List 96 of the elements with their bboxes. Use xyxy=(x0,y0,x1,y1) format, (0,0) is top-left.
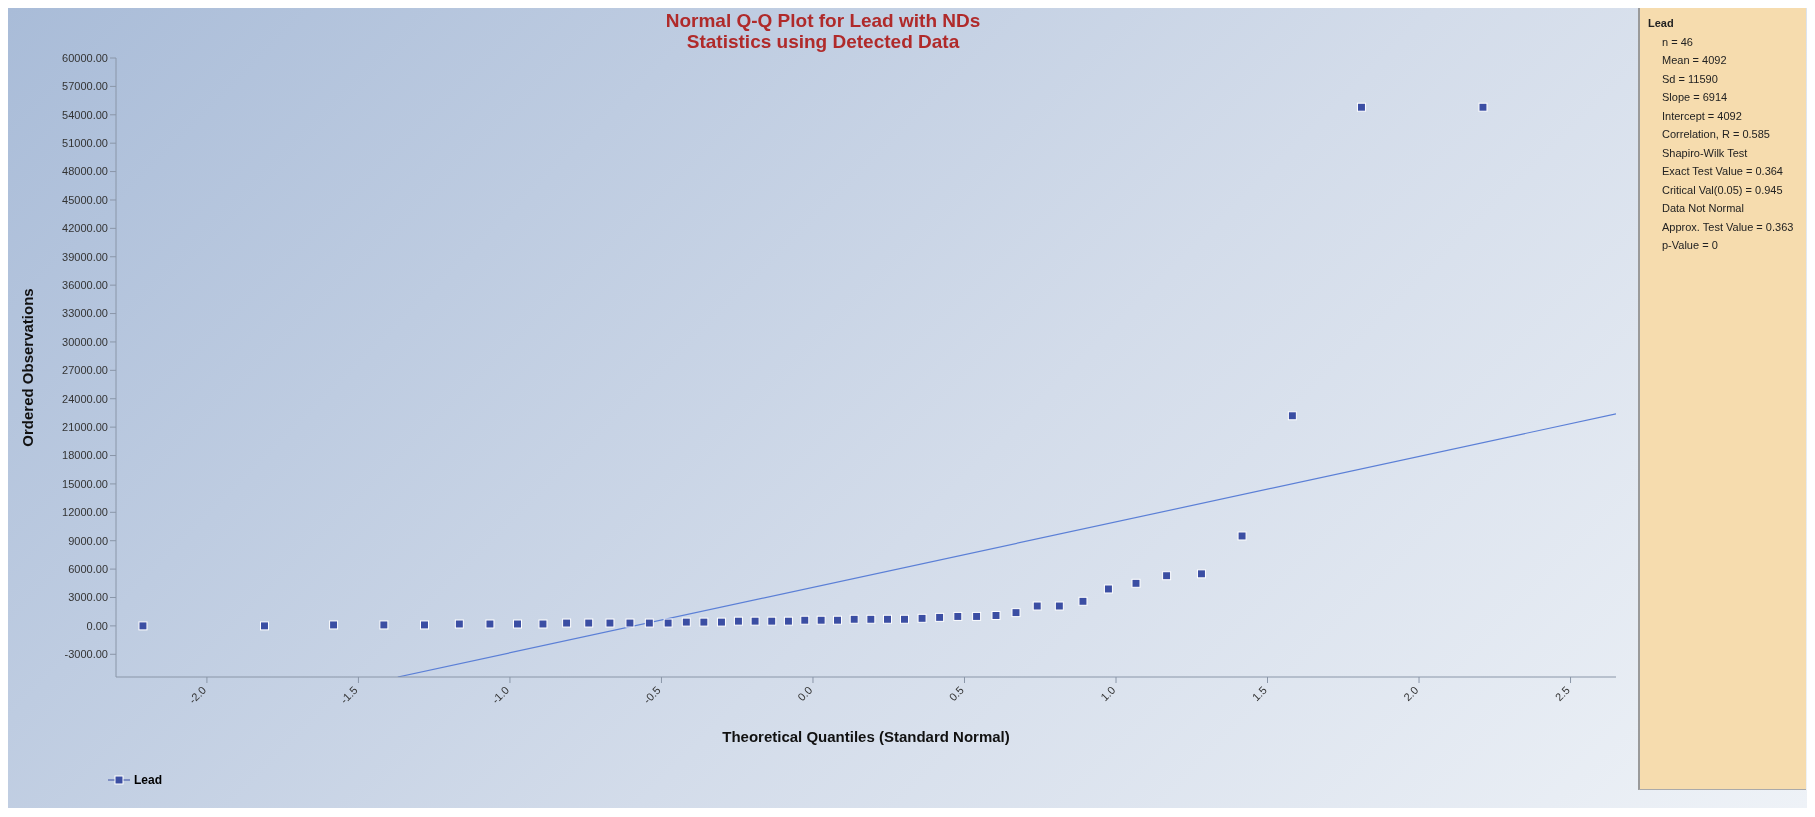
y-tick-label: -3000.00 xyxy=(64,648,108,661)
point xyxy=(866,614,876,624)
point xyxy=(1103,584,1113,594)
y-tick-label: 39000.00 xyxy=(62,250,108,263)
point xyxy=(625,618,635,628)
y-tick-label: 15000.00 xyxy=(62,477,108,490)
text: Exact Test Value = 0.364 xyxy=(1661,164,1784,179)
point xyxy=(833,615,843,625)
point xyxy=(259,621,269,631)
point xyxy=(379,620,389,630)
y-tick-label: 18000.00 xyxy=(62,449,108,462)
y-tick-label: 57000.00 xyxy=(62,80,108,93)
point xyxy=(816,615,826,625)
point xyxy=(1011,608,1021,618)
text: Shapiro-Wilk Test xyxy=(1661,145,1749,161)
y-tick-label: 48000.00 xyxy=(62,165,108,178)
y-tick-label: 33000.00 xyxy=(62,307,108,320)
point xyxy=(849,614,859,624)
x-tick-label: -0.5 xyxy=(640,683,663,706)
x-tick-label: -1.0 xyxy=(489,683,512,706)
text: Lead xyxy=(1647,16,1675,31)
y-tick-label: 27000.00 xyxy=(62,364,108,377)
text: Intercept = 4092 xyxy=(1661,108,1743,124)
point xyxy=(454,619,464,629)
text: Correlation, R = 0.585 xyxy=(1661,127,1771,142)
text: p-Value = 0 xyxy=(1661,238,1719,253)
text: Approx. Test Value = 0.363 xyxy=(1661,219,1795,235)
y-tick-label: 45000.00 xyxy=(62,193,108,206)
point xyxy=(935,612,945,622)
text: Slope = 6914 xyxy=(1661,90,1729,105)
point xyxy=(1162,571,1172,581)
point xyxy=(605,618,615,628)
y-tick-label: 12000.00 xyxy=(62,506,108,519)
point xyxy=(1032,601,1042,611)
legend-label: Lead xyxy=(133,773,163,787)
point xyxy=(953,611,963,621)
point xyxy=(663,618,673,628)
point xyxy=(699,617,709,627)
point xyxy=(733,616,743,626)
y-tick-label: 54000.00 xyxy=(62,108,108,121)
point xyxy=(1196,569,1206,579)
point xyxy=(584,618,594,628)
y-tick-label: 3000.00 xyxy=(68,591,108,604)
point xyxy=(681,617,691,627)
point xyxy=(1356,102,1366,112)
point xyxy=(899,614,909,624)
x-tick-label: 0.5 xyxy=(946,683,966,704)
y-tick-label: 42000.00 xyxy=(62,222,108,235)
point xyxy=(1054,601,1064,611)
point xyxy=(485,619,495,629)
point xyxy=(883,614,893,624)
text: Mean = 4092 xyxy=(1661,53,1728,68)
y-tick-label: 9000.00 xyxy=(68,534,108,547)
point xyxy=(1078,596,1088,606)
x-tick-label: -2.0 xyxy=(186,683,209,706)
point xyxy=(329,620,339,630)
y-tick-label: 51000.00 xyxy=(62,137,108,150)
point xyxy=(800,615,810,625)
text: Data Not Normal xyxy=(1661,201,1745,216)
y-axis-title: Ordered Observations xyxy=(19,288,37,447)
point xyxy=(991,610,1001,620)
point xyxy=(1131,578,1141,588)
point xyxy=(419,620,429,630)
point xyxy=(972,611,982,621)
point xyxy=(917,613,927,623)
x-tick-label: 2.0 xyxy=(1401,683,1421,704)
point xyxy=(562,618,572,628)
point xyxy=(750,616,760,626)
text: Critical Val(0.05) = 0.945 xyxy=(1661,182,1784,198)
x-tick-label: 1.0 xyxy=(1098,683,1118,704)
x-tick-label: 0.0 xyxy=(795,683,815,704)
point xyxy=(138,621,148,631)
point xyxy=(1478,102,1488,112)
y-tick-label: 30000.00 xyxy=(62,335,108,348)
x-axis-title: Theoretical Quantiles (Standard Normal) xyxy=(722,728,1010,745)
point xyxy=(1287,411,1297,421)
y-tick-label: 24000.00 xyxy=(62,392,108,405)
y-tick-label: 60000.00 xyxy=(62,51,108,64)
x-tick-label: -1.5 xyxy=(337,683,360,706)
point xyxy=(1237,531,1247,541)
x-tick-label: 2.5 xyxy=(1552,683,1572,704)
chart-subtitle: Statistics using Detected Data xyxy=(685,31,961,52)
y-tick-label: 0.00 xyxy=(86,619,108,632)
point xyxy=(716,617,726,627)
point xyxy=(538,619,548,629)
y-tick-label: 36000.00 xyxy=(62,279,108,292)
text: Sd = 11590 xyxy=(1661,71,1719,87)
y-tick-label: 21000.00 xyxy=(62,421,108,434)
point xyxy=(513,619,523,629)
point xyxy=(644,618,654,628)
point xyxy=(783,616,793,626)
chart-title: Normal Q-Q Plot for Lead with NDs xyxy=(664,10,982,31)
x-tick-label: 1.5 xyxy=(1249,683,1269,704)
y-tick-label: 6000.00 xyxy=(68,563,108,576)
text: n = 46 xyxy=(1661,34,1694,50)
point xyxy=(767,616,777,626)
